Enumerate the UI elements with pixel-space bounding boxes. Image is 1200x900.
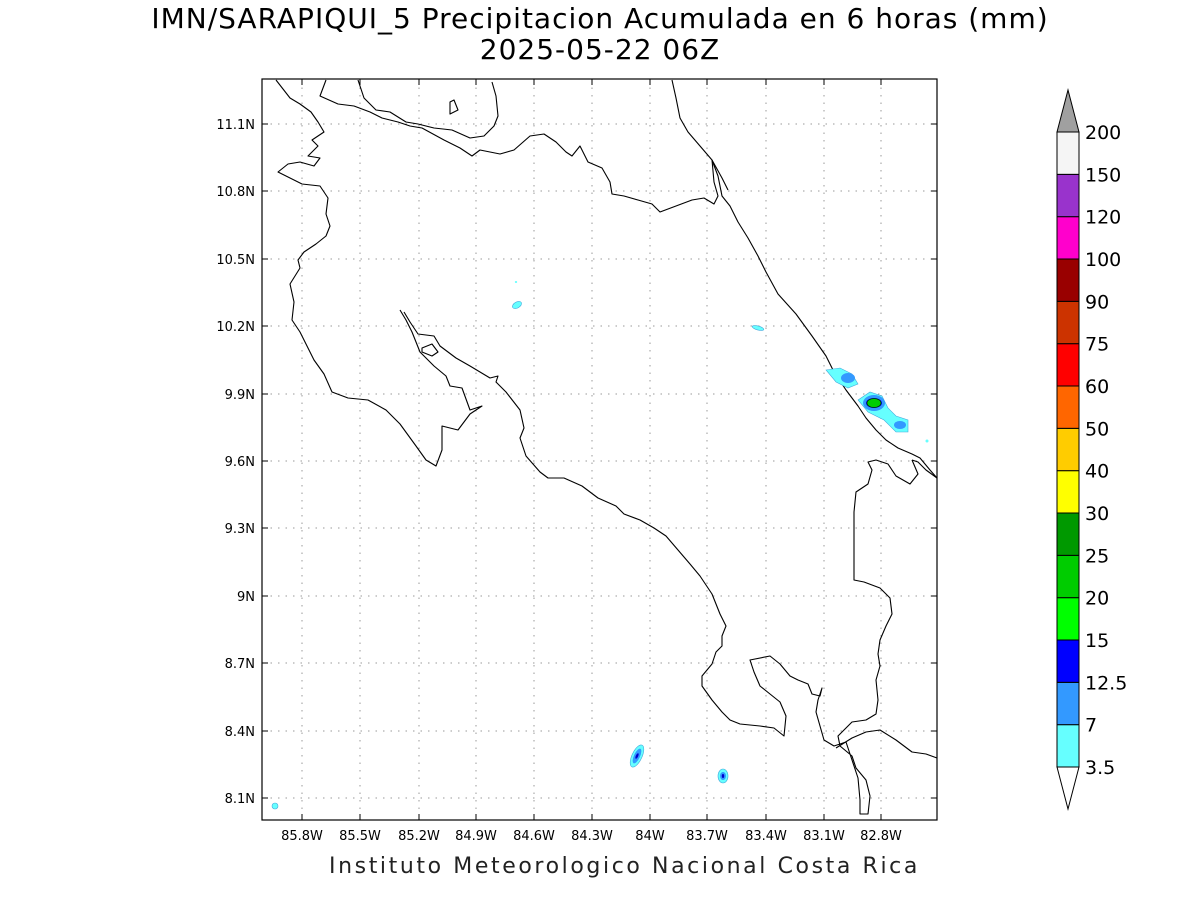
colorbar-label: 50 — [1085, 418, 1109, 440]
colorbar-label: 120 — [1085, 207, 1121, 229]
precipitation-contours — [271, 281, 929, 810]
colorbar-box — [1056, 681, 1080, 726]
colorbar-label: 12.5 — [1085, 672, 1127, 694]
colorbar-box — [1056, 597, 1080, 641]
lat-label: 9.9N — [225, 388, 255, 403]
colorbar-box — [1056, 385, 1080, 429]
colorbar-label: 150 — [1085, 164, 1121, 186]
colorbar-box — [1056, 724, 1080, 768]
lon-label: 83.4W — [745, 829, 787, 844]
lat-label: 9N — [237, 590, 255, 605]
colorbar-label: 100 — [1085, 249, 1121, 271]
lon-label: 83.1W — [803, 829, 845, 844]
lon-label: 85.2W — [398, 829, 440, 844]
grid-lines — [263, 80, 936, 819]
axis-ticks — [262, 79, 937, 820]
colorbar-label: 30 — [1085, 503, 1109, 525]
colorbar-label: 75 — [1085, 334, 1109, 356]
map-frame — [261, 78, 938, 821]
lat-label: 9.3N — [225, 522, 255, 537]
colorbar-box — [1056, 258, 1080, 302]
colorbar-label: 40 — [1085, 461, 1109, 483]
map-title: IMN/SARAPIQUI_5 Precipitacion Acumulada … — [151, 2, 1049, 35]
lon-label: 84.9W — [455, 829, 497, 844]
colorbar-box — [1056, 554, 1080, 599]
colorbar-box — [1056, 131, 1080, 175]
colorbar-box — [1056, 427, 1080, 472]
lon-label: 85.5W — [339, 829, 381, 844]
lon-label: 84.6W — [513, 829, 555, 844]
lon-label: 83.7W — [686, 829, 728, 844]
colorbar-label: 60 — [1085, 376, 1109, 398]
lon-label: 84.3W — [571, 829, 613, 844]
lat-label: 10.8N — [216, 185, 255, 200]
lat-label: 9.6N — [225, 455, 255, 470]
colorbar-box — [1056, 173, 1080, 218]
lat-label: 10.2N — [216, 320, 255, 335]
colorbar-label: 7 — [1085, 715, 1097, 737]
lat-label: 8.1N — [225, 792, 255, 807]
lat-label: 8.7N — [225, 657, 255, 672]
map-subtitle-date: 2025-05-22 06Z — [479, 33, 721, 66]
lon-label: 84W — [635, 829, 665, 844]
colorbar-label: 15 — [1085, 630, 1109, 652]
colorbar-box — [1056, 639, 1080, 683]
colorbar-box — [1056, 300, 1080, 345]
colorbar-label: 3.5 — [1085, 757, 1115, 779]
colorbar-under-arrow — [1056, 766, 1080, 811]
colorbar-label: 20 — [1085, 588, 1109, 610]
colorbar-box — [1056, 470, 1080, 514]
coastlines — [275, 79, 938, 815]
colorbar-box — [1056, 216, 1080, 260]
colorbar-label: 25 — [1085, 545, 1109, 567]
lat-label: 8.4N — [225, 725, 255, 740]
colorbar-over-arrow — [1056, 88, 1080, 133]
lat-label: 11.1N — [216, 118, 255, 133]
lon-label: 82.8W — [860, 829, 902, 844]
lat-label: 10.5N — [216, 253, 255, 268]
lon-label: 85.8W — [281, 829, 323, 844]
colorbar-box — [1056, 512, 1080, 556]
footer-credit: Instituto Meteorologico Nacional Costa R… — [329, 854, 920, 879]
colorbar-label: 200 — [1085, 122, 1121, 144]
colorbar-label: 90 — [1085, 291, 1109, 313]
colorbar-legend: 3.5 7 12.5 15 20 25 30 40 50 60 75 90 100 120 150 200 — [1056, 88, 1127, 811]
colorbar-box — [1056, 343, 1080, 387]
